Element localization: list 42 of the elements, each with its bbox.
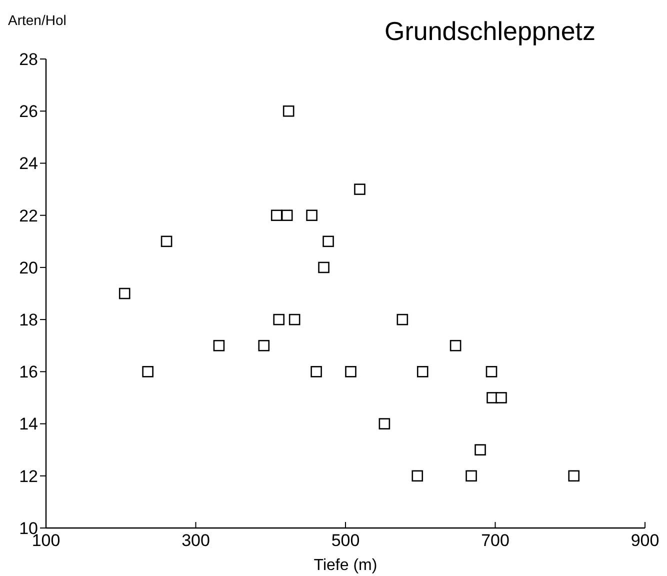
point xyxy=(486,366,498,378)
chart-title: Grundschleppnetz xyxy=(384,16,596,46)
point xyxy=(213,340,225,352)
point xyxy=(273,314,285,326)
point xyxy=(354,184,366,195)
y-tick-label: 12 xyxy=(19,466,38,486)
point xyxy=(345,366,356,378)
x-tick-label: 700 xyxy=(481,531,510,550)
y-tick-label: 28 xyxy=(19,50,38,69)
point xyxy=(270,210,282,221)
point xyxy=(396,314,408,326)
point xyxy=(142,366,154,378)
x-tick-label: 300 xyxy=(182,531,210,550)
y-tick-label: 14 xyxy=(19,414,38,434)
point xyxy=(322,236,334,248)
x-tick-label: 500 xyxy=(331,531,360,550)
point xyxy=(288,314,300,326)
y-tick-label: 16 xyxy=(19,362,38,382)
point xyxy=(306,210,318,221)
point xyxy=(496,392,507,404)
point xyxy=(282,105,294,117)
y-axis-title: Arten/Hol xyxy=(8,12,66,28)
y-tick-label: 24 xyxy=(19,154,38,174)
point xyxy=(318,262,330,274)
point xyxy=(118,288,130,300)
y-tick-label: 22 xyxy=(19,206,38,226)
x-tick-label: 900 xyxy=(630,531,660,550)
point xyxy=(450,340,462,352)
point xyxy=(568,470,580,482)
point xyxy=(474,444,486,456)
point xyxy=(258,340,270,352)
x-axis-title: Tiefe (m) xyxy=(314,557,378,574)
point xyxy=(416,366,428,378)
y-tick-label: 26 xyxy=(19,102,38,122)
point xyxy=(378,418,390,430)
y-tick-label: 18 xyxy=(19,310,38,330)
point xyxy=(160,236,172,248)
point xyxy=(310,366,322,378)
point xyxy=(281,210,293,221)
point xyxy=(412,470,424,482)
y-tick-label: 20 xyxy=(19,258,38,278)
point xyxy=(466,470,477,482)
